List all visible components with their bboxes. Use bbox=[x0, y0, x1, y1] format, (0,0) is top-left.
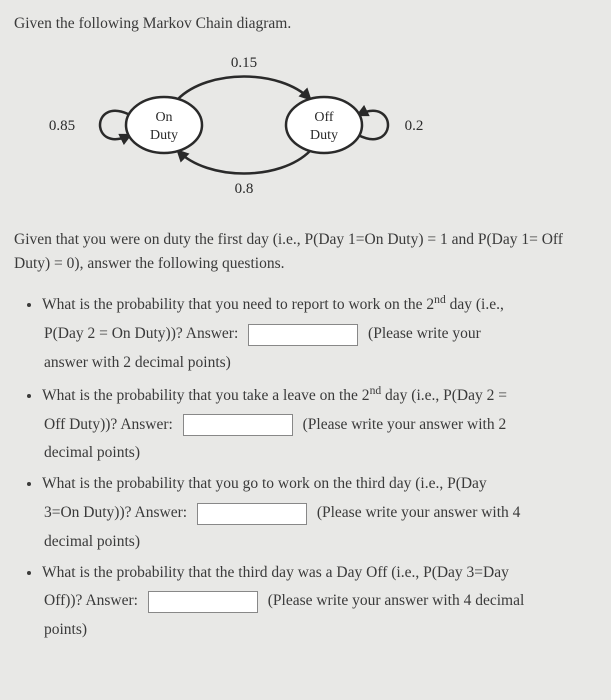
markov-diagram: 0.85 0.2 0.15 0.8 On Duty Off Duty bbox=[44, 45, 464, 214]
q2-sup: nd bbox=[370, 384, 382, 397]
q2-text-b: day (i.e., P(Day 2 = bbox=[381, 387, 507, 404]
q2-text-a: What is the probability that you take a … bbox=[42, 387, 370, 404]
q4-line2a: Off))? Answer: bbox=[44, 592, 138, 609]
prompt-text: Given the following Markov Chain diagram… bbox=[14, 12, 597, 37]
q1-text-a: What is the probability that you need to… bbox=[42, 296, 434, 313]
q3-line2b: (Please write your answer with 4 bbox=[317, 504, 521, 521]
svg-text:0.85: 0.85 bbox=[49, 118, 75, 134]
svg-text:On: On bbox=[155, 110, 172, 125]
q1-line3: answer with 2 decimal points) bbox=[42, 351, 597, 376]
q3-answer-input[interactable] bbox=[197, 503, 307, 525]
svg-text:0.2: 0.2 bbox=[405, 118, 424, 134]
q4-line2b: (Please write your answer with 4 decimal bbox=[268, 592, 525, 609]
q3-line2a: 3=On Duty))? Answer: bbox=[44, 504, 187, 521]
q1-text-b: day (i.e., bbox=[446, 296, 504, 313]
q2-line3: decimal points) bbox=[42, 441, 597, 466]
q2-line2a: Off Duty))? Answer: bbox=[44, 416, 173, 433]
q3-text-a: What is the probability that you go to w… bbox=[42, 475, 487, 492]
q3-line3: decimal points) bbox=[42, 530, 597, 555]
q2-line2b: (Please write your answer with 2 bbox=[303, 416, 507, 433]
q2-answer-input[interactable] bbox=[183, 414, 293, 436]
q1-sup: nd bbox=[434, 293, 446, 306]
question-4: What is the probability that the third d… bbox=[42, 561, 597, 643]
q4-text-a: What is the probability that the third d… bbox=[42, 564, 509, 581]
svg-text:Duty: Duty bbox=[150, 128, 178, 143]
q4-line3: points) bbox=[42, 618, 597, 643]
question-list: What is the probability that you need to… bbox=[14, 291, 597, 643]
svg-text:Duty: Duty bbox=[310, 128, 338, 143]
q1-line2b: (Please write your bbox=[368, 325, 481, 342]
q1-answer-input[interactable] bbox=[248, 324, 358, 346]
svg-text:0.8: 0.8 bbox=[235, 181, 254, 197]
question-2: What is the probability that you take a … bbox=[42, 382, 597, 467]
question-1: What is the probability that you need to… bbox=[42, 291, 597, 376]
q4-answer-input[interactable] bbox=[148, 591, 258, 613]
q1-line2a: P(Day 2 = On Duty))? Answer: bbox=[44, 325, 238, 342]
question-intro: Given that you were on duty the first da… bbox=[14, 228, 597, 278]
question-3: What is the probability that you go to w… bbox=[42, 472, 597, 554]
svg-text:0.15: 0.15 bbox=[231, 55, 257, 71]
svg-text:Off: Off bbox=[314, 110, 334, 125]
